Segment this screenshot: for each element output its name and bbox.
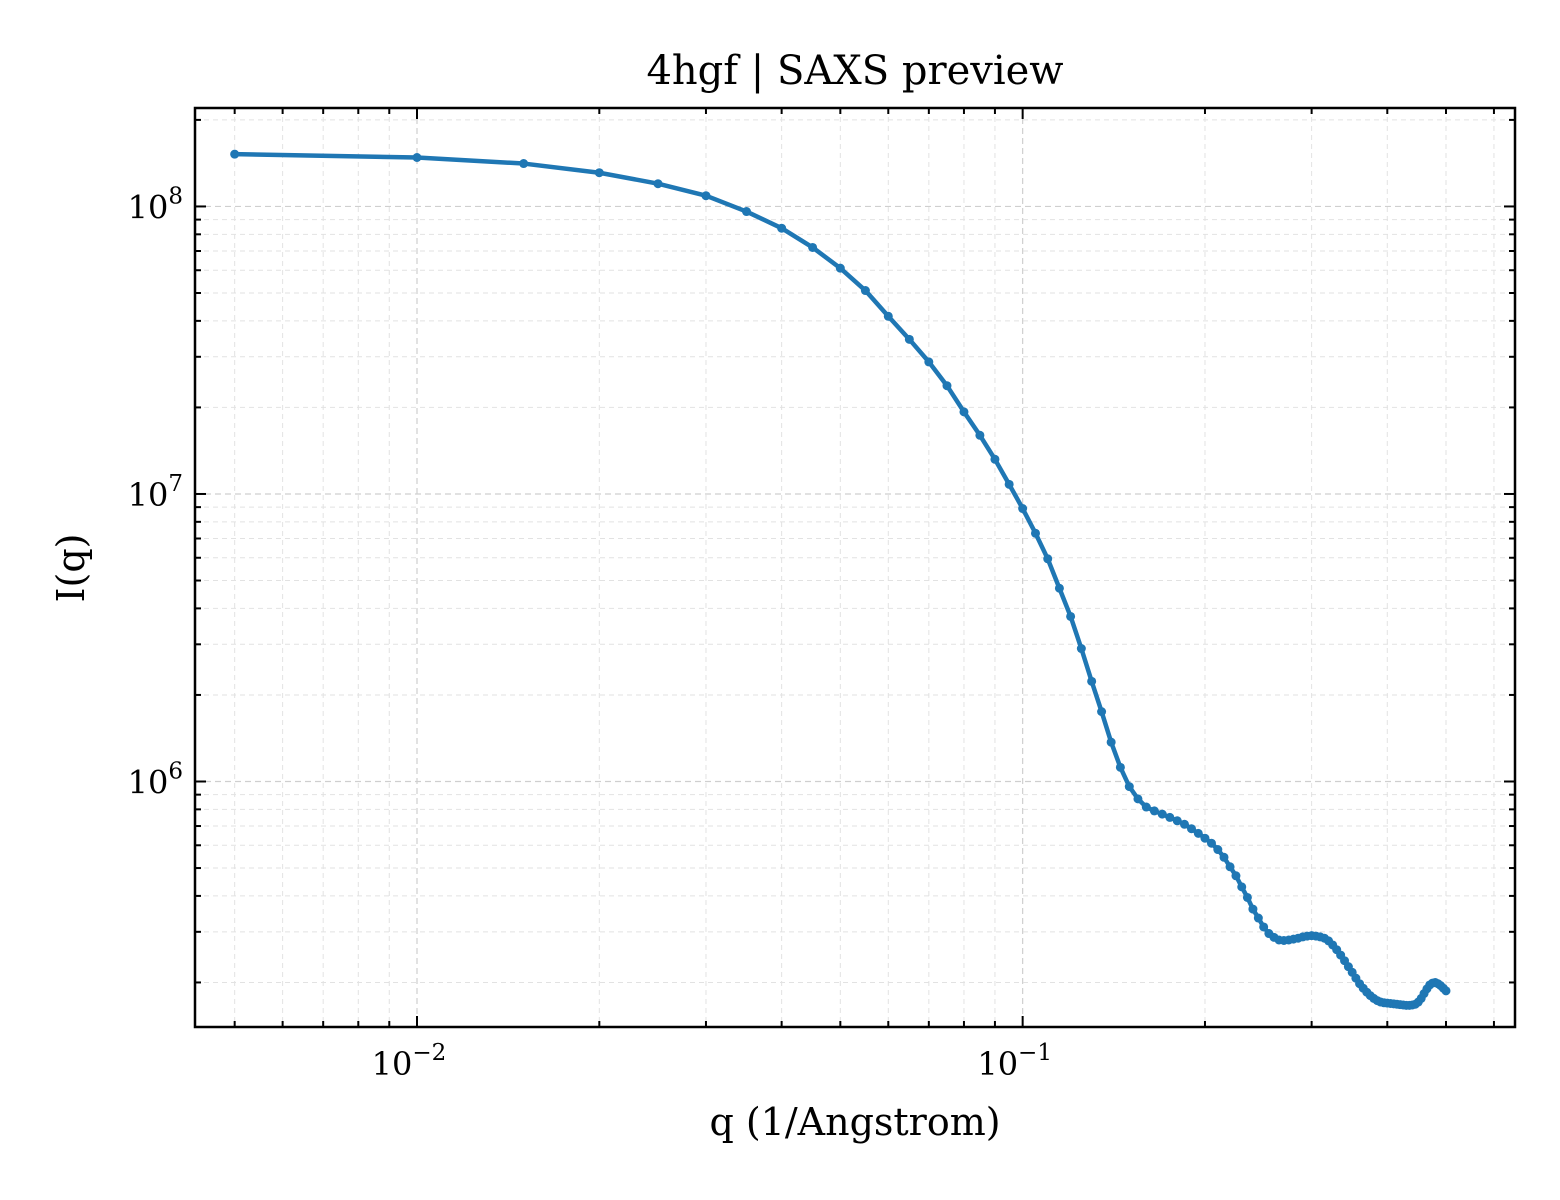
data-point (1043, 554, 1053, 564)
data-point (1200, 833, 1210, 843)
data-point (1231, 871, 1241, 881)
x-tick-label-exponent: −2 (412, 1040, 446, 1066)
y-tick-label-base: 10 (128, 188, 169, 226)
series-layer (230, 149, 1451, 1010)
data-point (1054, 583, 1064, 593)
data-point (835, 263, 845, 273)
data-point (808, 242, 818, 252)
x-tick-label-exponent: −1 (1018, 1040, 1052, 1066)
x-tick-label-base: 10 (372, 1045, 413, 1083)
data-point (653, 179, 663, 189)
y-tick-label-base: 10 (128, 763, 169, 801)
chart-title: 4hgf | SAXS preview (646, 48, 1063, 94)
data-point (1115, 762, 1125, 772)
data-point (230, 149, 240, 159)
data-point (1133, 794, 1143, 804)
data-point (1219, 852, 1229, 862)
x-tick-label-base: 10 (977, 1045, 1018, 1083)
data-point (1242, 892, 1252, 902)
y-tick-label: 106 (128, 758, 183, 801)
data-point (1066, 611, 1076, 621)
axis-ticks (195, 108, 1515, 1027)
data-point (1124, 782, 1134, 792)
y-tick-label-exponent: 6 (168, 758, 183, 784)
data-point (1157, 809, 1167, 819)
grid (195, 108, 1515, 1027)
data-point (1206, 838, 1216, 848)
data-point (1441, 986, 1451, 996)
data-point (1225, 862, 1235, 872)
y-tick-label-base: 10 (128, 476, 169, 514)
data-point (742, 207, 752, 217)
data-point (1030, 528, 1040, 538)
data-point (942, 381, 952, 391)
data-point (1186, 824, 1196, 834)
data-point (1076, 644, 1086, 654)
y-axis-label: I(q) (49, 534, 93, 603)
x-axis-label: q (1/Angstrom) (709, 1100, 1000, 1144)
data-point (904, 334, 914, 344)
data-point (883, 311, 893, 321)
data-point (1213, 845, 1223, 855)
data-point (1248, 904, 1258, 914)
data-point (1141, 802, 1151, 812)
data-point (777, 223, 787, 233)
data-point (975, 430, 985, 440)
x-tick-label: 10−1 (977, 1040, 1052, 1083)
y-tick-label: 108 (128, 183, 183, 226)
data-point (924, 357, 934, 367)
data-point (959, 407, 969, 417)
data-point (1259, 922, 1269, 932)
data-point (990, 454, 1000, 464)
data-point (1193, 828, 1203, 838)
data-point (1237, 882, 1247, 892)
data-point (1106, 737, 1116, 747)
data-point (1165, 812, 1175, 822)
data-point (594, 168, 604, 178)
data-point (519, 159, 529, 169)
data-point (1018, 504, 1028, 514)
data-point (1087, 676, 1097, 686)
x-tick-label: 10−2 (372, 1040, 447, 1083)
data-point (701, 191, 711, 201)
data-point (1179, 819, 1189, 829)
y-tick-label-exponent: 7 (168, 471, 183, 497)
data-point (1149, 806, 1159, 816)
data-point (1172, 816, 1182, 826)
data-point (1097, 707, 1107, 717)
y-tick-label: 107 (128, 471, 183, 514)
data-point (860, 286, 870, 296)
data-point (1004, 479, 1014, 489)
y-tick-label-exponent: 8 (168, 183, 183, 209)
plot-frame (193, 106, 1517, 1029)
data-point (412, 153, 422, 162)
data-point (1253, 913, 1263, 923)
